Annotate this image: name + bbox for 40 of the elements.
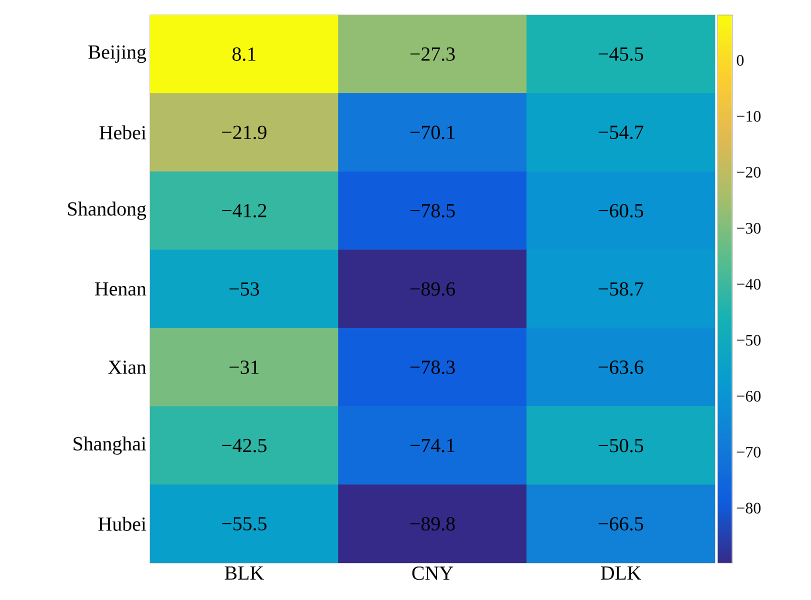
y-tick-label: Hubei bbox=[98, 516, 146, 531]
y-tick-label: Beijing bbox=[88, 45, 146, 63]
y-tick-label: Shandong bbox=[68, 202, 146, 220]
y-tick-label: Shanghai bbox=[74, 436, 146, 455]
x-tick-label: DLK bbox=[600, 566, 642, 580]
data-label: −21.9 bbox=[222, 126, 266, 140]
data-label: −60.5 bbox=[598, 204, 644, 218]
data-label: −63.6 bbox=[598, 360, 644, 374]
data-label: −89.8 bbox=[410, 517, 455, 531]
color-bar-label: −50 bbox=[737, 334, 761, 346]
color-bar-label: −60 bbox=[737, 390, 761, 402]
data-label: −74.1 bbox=[410, 438, 454, 452]
data-label: −27.3 bbox=[410, 47, 455, 61]
color-bar-label: −30 bbox=[737, 222, 761, 234]
data-label: −31 bbox=[230, 360, 259, 374]
color-bar-label: −70 bbox=[737, 446, 761, 458]
data-label: −89.6 bbox=[410, 282, 455, 296]
data-label: −53 bbox=[230, 282, 259, 296]
color-bar-label: −40 bbox=[737, 278, 761, 290]
color-bar-label: 0 bbox=[736, 54, 744, 66]
data-label: −42.5 bbox=[222, 438, 266, 452]
y-tick-label: Hebei bbox=[99, 125, 146, 140]
x-tick-label: BLK bbox=[224, 566, 264, 580]
data-label: −54.7 bbox=[598, 126, 644, 140]
y-tick-label: Henan bbox=[95, 282, 146, 296]
data-label: −58.7 bbox=[598, 282, 644, 296]
data-label: −78.5 bbox=[410, 204, 455, 218]
data-label: −78.3 bbox=[410, 360, 455, 374]
color-bar-label: −20 bbox=[737, 166, 761, 178]
data-label: −41.2 bbox=[222, 204, 266, 218]
data-label: −55.5 bbox=[222, 517, 266, 531]
x-tick-label: CNY bbox=[412, 566, 454, 580]
data-label: −70.1 bbox=[410, 126, 454, 140]
color-bar-label: −80 bbox=[737, 502, 761, 514]
data-label: −45.5 bbox=[598, 47, 644, 61]
color-bar-label: −10 bbox=[737, 110, 761, 122]
data-label: −66.5 bbox=[598, 517, 644, 531]
y-tick-label: Xian bbox=[108, 360, 146, 374]
data-label: 8.1 bbox=[232, 47, 256, 61]
data-label: −50.5 bbox=[598, 438, 644, 452]
